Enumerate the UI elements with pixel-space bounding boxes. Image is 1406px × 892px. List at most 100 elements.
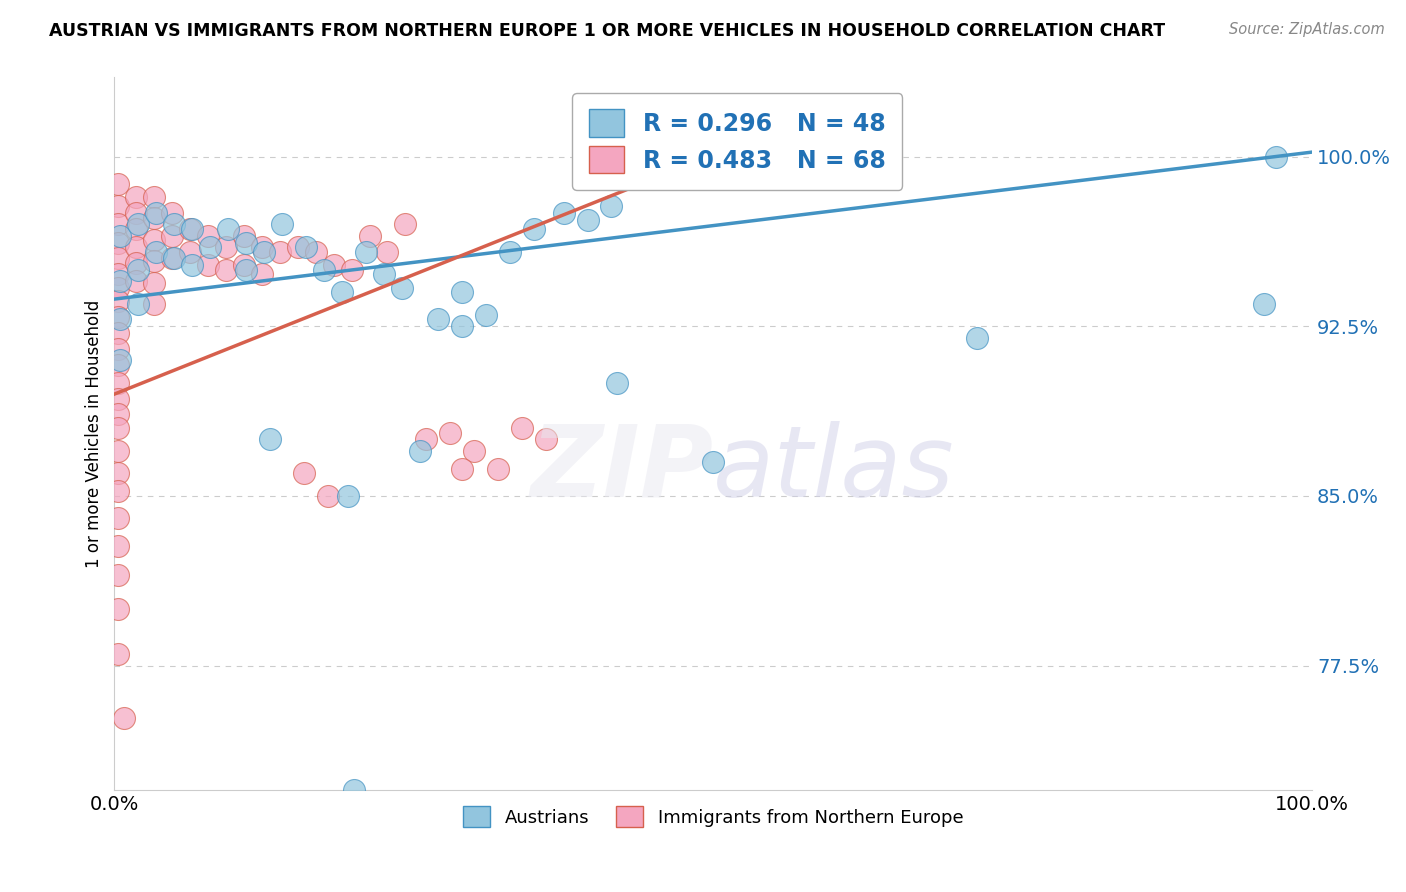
Point xyxy=(107,443,129,458)
Point xyxy=(163,218,186,232)
Point xyxy=(142,253,165,268)
Point xyxy=(107,511,129,525)
Text: AUSTRIAN VS IMMIGRANTS FROM NORTHERN EUROPE 1 OR MORE VEHICLES IN HOUSEHOLD CORR: AUSTRIAN VS IMMIGRANTS FROM NORTHERN EUR… xyxy=(49,22,1166,40)
Point xyxy=(181,258,204,272)
Point xyxy=(450,285,472,300)
Point xyxy=(343,783,366,797)
Point xyxy=(217,222,239,236)
Point xyxy=(200,240,222,254)
Point xyxy=(107,235,129,250)
Point xyxy=(295,240,318,254)
Point xyxy=(110,312,132,326)
Legend: Austrians, Immigrants from Northern Europe: Austrians, Immigrants from Northern Euro… xyxy=(456,799,970,834)
Point xyxy=(181,222,204,236)
Point xyxy=(125,206,148,220)
Point xyxy=(110,274,132,288)
Point xyxy=(127,262,149,277)
Point xyxy=(304,244,326,259)
Point xyxy=(107,539,129,553)
Point xyxy=(523,222,546,236)
Text: atlas: atlas xyxy=(713,421,955,517)
Point xyxy=(160,228,183,243)
Point xyxy=(498,244,520,259)
Point xyxy=(463,443,485,458)
Point xyxy=(232,258,254,272)
Point xyxy=(107,294,129,309)
Point xyxy=(235,235,257,250)
Point xyxy=(450,461,472,475)
Point xyxy=(232,228,254,243)
Point xyxy=(415,433,437,447)
Point xyxy=(142,190,165,204)
Point xyxy=(107,467,129,481)
Point xyxy=(215,240,238,254)
Point xyxy=(271,218,294,232)
Point xyxy=(340,262,363,277)
Point xyxy=(1265,150,1288,164)
Point xyxy=(160,206,183,220)
Point xyxy=(125,240,148,254)
Point xyxy=(450,319,472,334)
Point xyxy=(107,602,129,616)
Point xyxy=(107,199,129,213)
Point xyxy=(107,326,129,340)
Point xyxy=(145,206,167,220)
Text: ZIP: ZIP xyxy=(530,421,713,517)
Point xyxy=(179,222,201,236)
Point xyxy=(486,461,509,475)
Point xyxy=(127,296,149,310)
Point xyxy=(316,489,339,503)
Point xyxy=(125,274,148,288)
Point xyxy=(269,244,291,259)
Point xyxy=(606,376,628,390)
Point xyxy=(253,244,276,259)
Point xyxy=(179,244,201,259)
Y-axis label: 1 or more Vehicles in Household: 1 or more Vehicles in Household xyxy=(86,300,103,568)
Point xyxy=(197,228,219,243)
Point xyxy=(474,308,496,322)
Point xyxy=(377,244,399,259)
Point xyxy=(160,252,183,266)
Point xyxy=(312,262,335,277)
Point xyxy=(966,330,988,344)
Point xyxy=(359,228,381,243)
Point xyxy=(107,342,129,356)
Point xyxy=(107,218,129,232)
Point xyxy=(107,421,129,435)
Point xyxy=(107,484,129,499)
Point xyxy=(215,262,238,277)
Point xyxy=(576,213,599,227)
Point xyxy=(107,267,129,281)
Point xyxy=(336,489,359,503)
Point xyxy=(259,433,281,447)
Point xyxy=(107,376,129,390)
Point xyxy=(107,647,129,661)
Point xyxy=(125,256,148,270)
Point xyxy=(107,310,129,325)
Point xyxy=(142,296,165,310)
Point xyxy=(287,240,309,254)
Point xyxy=(107,177,129,191)
Point xyxy=(142,277,165,291)
Point xyxy=(107,281,129,295)
Point xyxy=(292,467,315,481)
Point xyxy=(145,244,167,259)
Point xyxy=(250,240,273,254)
Point xyxy=(107,252,129,266)
Point xyxy=(702,455,724,469)
Point xyxy=(142,211,165,225)
Point xyxy=(534,433,557,447)
Point xyxy=(107,408,129,422)
Point xyxy=(163,252,186,266)
Point xyxy=(439,425,461,440)
Point xyxy=(330,285,353,300)
Point xyxy=(127,218,149,232)
Point xyxy=(510,421,533,435)
Point xyxy=(235,262,257,277)
Point xyxy=(250,267,273,281)
Point xyxy=(125,222,148,236)
Point xyxy=(112,710,135,724)
Point xyxy=(107,358,129,372)
Point xyxy=(142,233,165,247)
Point xyxy=(110,228,132,243)
